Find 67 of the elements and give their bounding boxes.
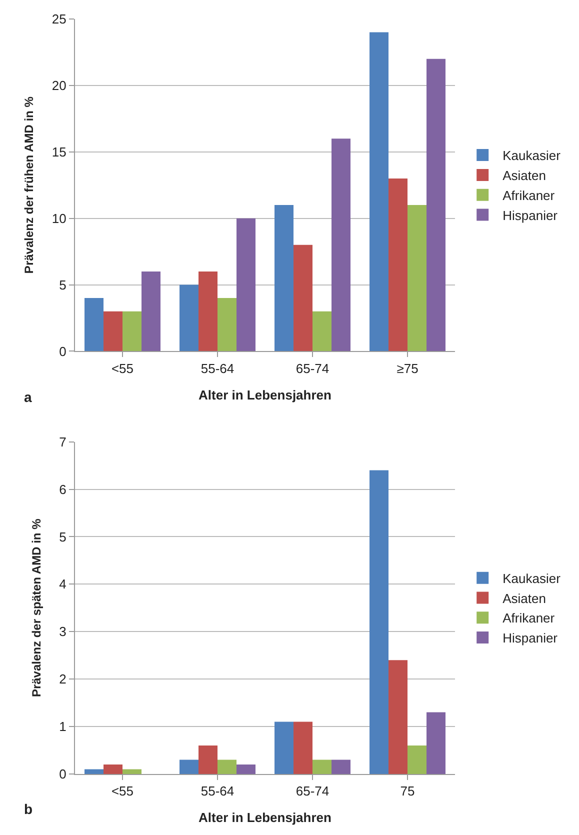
y-tick-label: 0: [59, 344, 66, 359]
y-tick-label: 15: [52, 144, 66, 160]
y-axis-title: Prävalenz der späten AMD in %: [29, 518, 44, 698]
bar: [236, 218, 256, 352]
legend-label: Hispanier: [502, 630, 558, 646]
bar: [122, 311, 142, 352]
bar: [294, 722, 312, 774]
bar: [370, 32, 388, 352]
y-tick-label: 4: [59, 576, 66, 592]
bar: [122, 769, 142, 774]
bar: [388, 660, 408, 774]
x-tick-label: 65-74: [296, 784, 330, 799]
y-tick-label: 6: [59, 482, 66, 497]
bar: [332, 760, 350, 774]
y-tick-label: 7: [59, 434, 66, 450]
bar: [84, 769, 104, 774]
x-tick-label: 75: [400, 784, 415, 799]
legend-label: Afrikaner: [502, 188, 556, 203]
bar: [312, 311, 332, 352]
bar: [218, 298, 236, 352]
bar: [332, 138, 350, 352]
y-tick-label: 5: [59, 277, 66, 292]
bar: [408, 205, 426, 352]
bar: [104, 764, 122, 774]
bar: [218, 760, 236, 774]
bar: [370, 470, 388, 774]
legend-label: Hispanier: [502, 208, 558, 223]
legend-label: Afrikaner: [502, 610, 556, 626]
bar: [198, 271, 218, 352]
bar: [426, 712, 446, 774]
y-tick-label: 3: [59, 624, 66, 640]
x-tick-label: 55-64: [200, 360, 234, 376]
bar: [236, 764, 256, 774]
y-tick-label: 5: [59, 529, 66, 544]
y-tick-label: 10: [52, 210, 66, 226]
y-tick-label: 2: [59, 672, 66, 687]
x-tick-label: <55: [111, 360, 134, 376]
bar: [104, 311, 122, 352]
x-axis-title: Alter in Lebensjahren: [198, 387, 332, 402]
bar: [142, 271, 160, 352]
bar: [388, 178, 408, 352]
legend-label: Kaukasier: [502, 148, 562, 164]
bar: [408, 746, 426, 774]
legend-label: Asiaten: [502, 168, 546, 184]
text: a: [24, 389, 32, 405]
bar: [312, 760, 332, 774]
text: b: [24, 801, 33, 817]
legend-label: Kaukasier: [502, 570, 562, 586]
bar: [274, 722, 294, 774]
x-tick-label: <55: [111, 784, 134, 799]
bar: [198, 746, 218, 774]
x-axis-title: Alter in Lebensjahren: [198, 810, 332, 826]
y-tick-label: 1: [59, 719, 66, 734]
y-tick-label: 0: [59, 766, 66, 782]
bar: [180, 284, 198, 352]
legend-label: Asiaten: [502, 590, 546, 606]
x-tick-label: 55-64: [200, 784, 234, 799]
y-axis-title: Prävalenz der frühen AMD in %: [22, 96, 36, 274]
y-tick-label: 20: [52, 78, 66, 93]
y-tick-label: 25: [52, 12, 66, 27]
x-tick-label: ≥75: [396, 360, 418, 376]
bar: [426, 58, 446, 352]
x-tick-label: 65-74: [296, 360, 330, 376]
bar: [180, 760, 198, 774]
bar: [84, 298, 104, 352]
bar: [274, 205, 294, 352]
bar: [294, 244, 312, 352]
